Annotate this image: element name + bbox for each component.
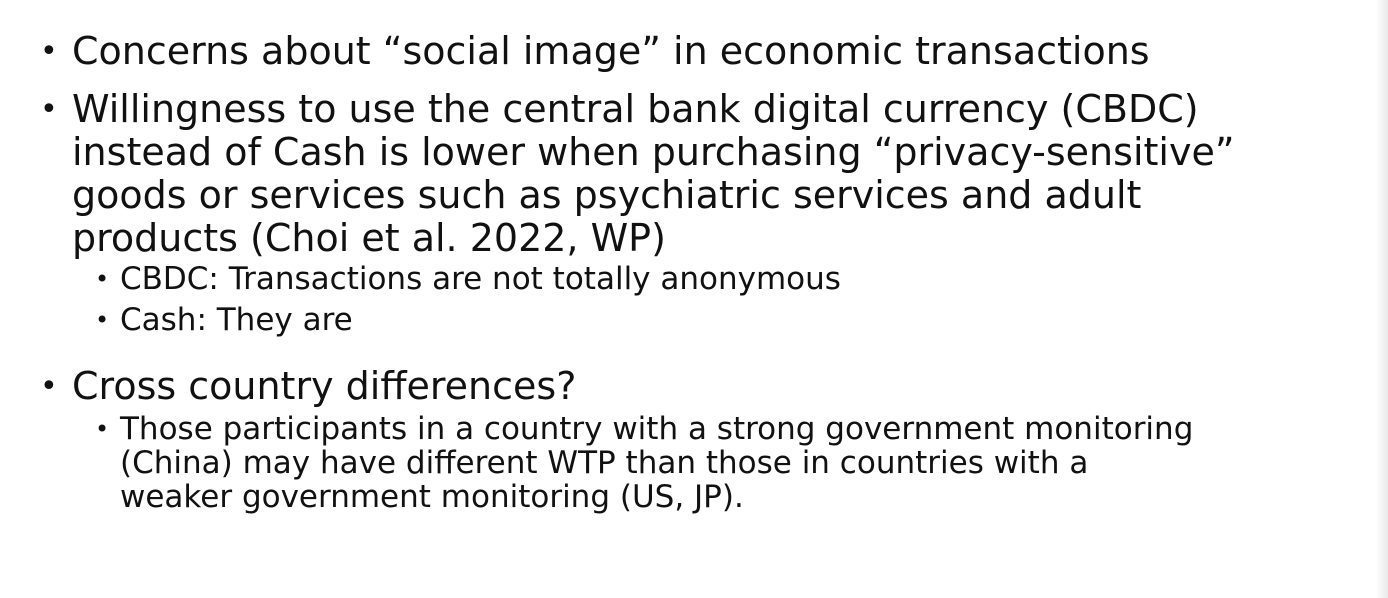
bullet-cbdc-line-4: products (Choi et al. 2022, WP) xyxy=(72,216,666,260)
sub-bullet-cbdc-anonymity: CBDC: Transactions are not totally anony… xyxy=(94,261,1338,297)
sub-bullet-monitoring-line-2: (China) may have different WTP than thos… xyxy=(120,445,1089,481)
bullet-cross-country-text: Cross country differences? xyxy=(72,364,577,408)
bullet-cbdc-line-2: instead of Cash is lower when purchasing… xyxy=(72,130,1235,174)
sub-bullet-list-cbdc: CBDC: Transactions are not totally anony… xyxy=(94,261,1338,338)
bullet-social-image: Concerns about “social image” in economi… xyxy=(38,29,1338,74)
sub-bullet-monitoring-line-1: Those participants in a country with a s… xyxy=(120,411,1194,447)
bullet-cross-country: Cross country differences? Those partici… xyxy=(38,364,1338,515)
bullet-cbdc-line-1: Willingness to use the central bank digi… xyxy=(72,87,1199,131)
sub-bullet-monitoring: Those participants in a country with a s… xyxy=(94,412,1338,514)
sub-bullet-cash: Cash: They are xyxy=(94,302,1338,338)
bullet-cbdc-line-3: goods or services such as psychiatric se… xyxy=(72,173,1142,217)
sub-bullet-list-cross-country: Those participants in a country with a s… xyxy=(94,412,1338,514)
bullet-list: Concerns about “social image” in economi… xyxy=(38,29,1338,74)
slide-edge-shadow xyxy=(1376,0,1388,598)
sub-bullet-monitoring-line-3: weaker government monitoring (US, JP). xyxy=(120,479,744,515)
bullet-cbdc-willingness: Willingness to use the central bank digi… xyxy=(38,87,1338,338)
bullet-list-cross-country: Cross country differences? Those partici… xyxy=(38,364,1338,515)
sub-bullet-cash-text: Cash: They are xyxy=(120,302,353,338)
bullet-list-cbdc: Willingness to use the central bank digi… xyxy=(38,87,1338,338)
bullet-social-image-text: Concerns about “social image” in economi… xyxy=(72,29,1150,73)
sub-bullet-cbdc-anonymity-text: CBDC: Transactions are not totally anony… xyxy=(120,261,841,297)
